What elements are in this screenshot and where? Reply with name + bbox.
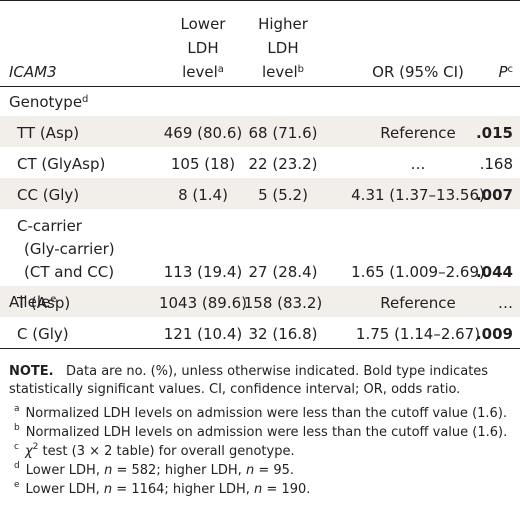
cell-lower: 8 (1.4) bbox=[178, 186, 228, 204]
row-label: C (Gly) bbox=[17, 325, 69, 343]
row-band bbox=[0, 116, 520, 147]
col-header-lower: Lower LDH levela bbox=[180, 15, 226, 81]
col-header-gene: ICAM3 bbox=[9, 63, 57, 81]
cell-or: Reference bbox=[380, 124, 456, 142]
cell-p: .009 bbox=[475, 325, 513, 343]
note-line-2: statistically significant values. CI, co… bbox=[9, 382, 461, 397]
cell-higher: 5 (5.2) bbox=[258, 186, 308, 204]
footnote-d: d Lower LDH, n = 582; higher LDH, n = 95. bbox=[14, 461, 295, 479]
row-label: T (Asp) bbox=[17, 294, 71, 312]
cell-lower: 1043 (89.6) bbox=[158, 294, 248, 312]
row-label-line3: (CT and CC) bbox=[24, 263, 115, 281]
cell-p: .044 bbox=[475, 263, 513, 281]
row-band bbox=[0, 286, 520, 317]
cell-p: .015 bbox=[475, 124, 513, 142]
row-label-line1: C-carrier bbox=[17, 217, 82, 235]
row-band bbox=[0, 178, 520, 209]
cell-or: 4.31 (1.37–13.56) bbox=[351, 186, 485, 204]
top-rule bbox=[0, 0, 520, 1]
cell-lower: 105 (18) bbox=[170, 155, 236, 173]
cell-lower: 469 (80.6) bbox=[163, 124, 243, 142]
cell-or: … bbox=[410, 155, 426, 173]
cell-higher: 22 (23.2) bbox=[248, 155, 318, 173]
row-label: CT (GlyAsp) bbox=[17, 155, 106, 173]
row-label: TT (Asp) bbox=[17, 124, 80, 142]
row-label-line2: (Gly-carrier) bbox=[24, 240, 115, 258]
cell-p: .168 bbox=[479, 155, 513, 173]
section-genotype: Genotyped bbox=[9, 93, 89, 111]
cell-or: Reference bbox=[380, 294, 456, 312]
cell-p: .007 bbox=[475, 186, 513, 204]
section-allele: Allelee bbox=[9, 293, 57, 311]
cell-lower: 113 (19.4) bbox=[163, 263, 243, 281]
cell-or: 1.75 (1.14–2.67) bbox=[355, 325, 481, 343]
cell-or: 1.65 (1.009–2.69) bbox=[351, 263, 485, 281]
col-header-p: Pc bbox=[498, 63, 513, 81]
col-header-or: OR (95% CI) bbox=[372, 63, 464, 81]
cell-lower: 121 (10.4) bbox=[163, 325, 243, 343]
footnote-b: b Normalized LDH levels on admission were… bbox=[14, 423, 508, 441]
cell-higher: 32 (16.8) bbox=[248, 325, 318, 343]
header-rule bbox=[0, 86, 520, 87]
footnote-e: e Lower LDH, n = 1164; higher LDH, n = 19… bbox=[14, 480, 311, 498]
col-header-higher: Higher LDH levelb bbox=[258, 15, 308, 81]
cell-p: … bbox=[498, 294, 513, 312]
bottom-rule bbox=[0, 348, 520, 349]
footnote-a: a Normalized LDH levels on admission were… bbox=[14, 404, 508, 422]
footnote-c: c χ2 test (3 × 2 table) for overall genot… bbox=[14, 442, 295, 460]
row-label: CC (Gly) bbox=[17, 186, 80, 204]
cell-higher: 158 (83.2) bbox=[243, 294, 323, 312]
cell-higher: 27 (28.4) bbox=[248, 263, 318, 281]
note-line-1: NOTE. Data are no. (%), unless otherwise… bbox=[9, 364, 489, 379]
cell-higher: 68 (71.6) bbox=[248, 124, 318, 142]
